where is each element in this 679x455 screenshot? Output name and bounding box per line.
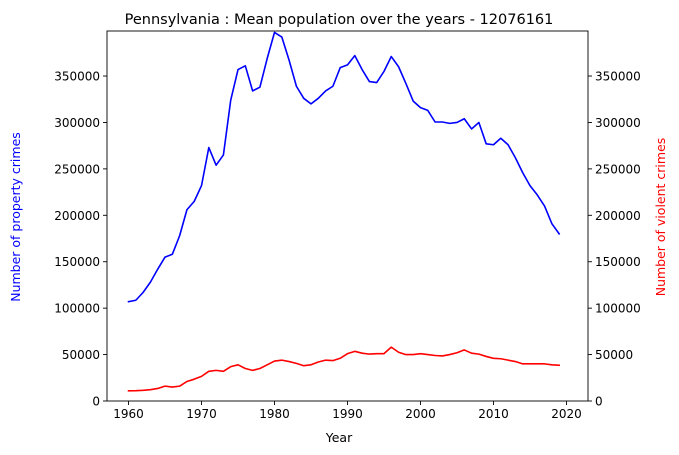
y-left-tick-label: 100000 [54,302,100,316]
y-axis-left-label: Number of property crimes [8,132,23,302]
y-axis-right-label: Number of violent crimes [653,138,668,297]
y-right-tick-label: 300000 [595,116,641,130]
x-tick-label: 1970 [186,407,217,421]
y-left-tick-label: 250000 [54,162,100,176]
plot-area: 1960 1970 1980 1990 2000 2010 2020 0 0 50000 50000… [54,30,641,421]
y-right-tick-label: 50000 [595,348,633,362]
y-right-tick-label: 250000 [595,162,641,176]
x-tick-label: 2010 [478,407,509,421]
y-left-tick-label: 350000 [54,70,100,84]
y-right-tick-label: 350000 [595,70,641,84]
x-tick-label: 1980 [259,407,290,421]
y-left-tick-label: 200000 [54,209,100,223]
y-right-tick-label: 200000 [595,209,641,223]
x-tick-label: 1960 [113,407,144,421]
x-tick-label: 1990 [332,407,363,421]
y-left-tick-label: 150000 [54,255,100,269]
y-right-tick-label: 0 [595,395,603,409]
y-left-tick-label: 300000 [54,116,100,130]
y-right-tick-label: 150000 [595,255,641,269]
chart-title: Pennsylvania : Mean population over the … [125,12,554,28]
y-left-tick-label: 50000 [62,348,100,362]
x-axis-label: Year [325,430,353,445]
x-tick-label: 2000 [405,407,436,421]
x-tick-label: 2020 [551,407,582,421]
y-right-tick-label: 100000 [595,302,641,316]
series-line-property-crimes [127,31,561,303]
series-line-violent-crimes [127,346,561,392]
y-left-tick-label: 0 [92,395,100,409]
